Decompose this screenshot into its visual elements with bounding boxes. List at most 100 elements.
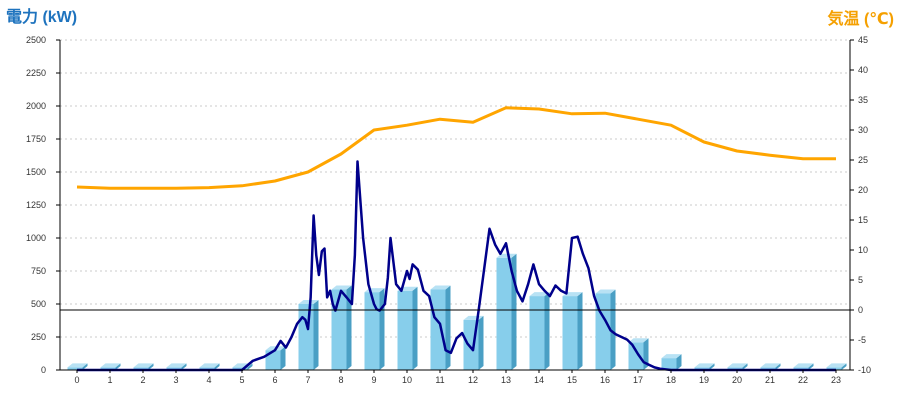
power-bar-side xyxy=(478,315,484,370)
power-bar-top xyxy=(793,363,814,368)
power-bar-side xyxy=(346,285,352,370)
x-tick-label: 21 xyxy=(765,375,775,385)
power-bar xyxy=(826,363,847,370)
x-tick-label: 23 xyxy=(831,375,841,385)
power-bar-top xyxy=(166,363,187,368)
power-bar xyxy=(628,338,649,370)
power-bar-top xyxy=(67,363,88,368)
power-bar-side xyxy=(808,363,814,370)
left-tick-label: 2000 xyxy=(26,101,46,111)
power-bar xyxy=(694,363,715,370)
power-bar-front xyxy=(727,367,743,370)
x-tick-label: 9 xyxy=(371,375,376,385)
power-bar-front xyxy=(199,367,215,370)
power-bar-top xyxy=(727,363,748,368)
power-bar-front xyxy=(628,342,644,370)
power-bar xyxy=(364,288,385,370)
power-layer xyxy=(77,160,836,372)
right-tick-label: 40 xyxy=(858,65,868,75)
right-tick-label: 30 xyxy=(858,125,868,135)
labels-layer: 02505007501000125015001750200022502500-1… xyxy=(26,35,871,385)
x-tick-label: 14 xyxy=(534,375,544,385)
power-bar xyxy=(265,346,286,370)
power-bar-side xyxy=(742,363,748,370)
power-bar-front xyxy=(694,367,710,370)
power-bar-front xyxy=(364,292,380,370)
left-tick-label: 2500 xyxy=(26,35,46,45)
x-tick-label: 8 xyxy=(338,375,343,385)
power-bar-front xyxy=(232,367,248,370)
power-bar-side xyxy=(577,292,583,370)
axes-layer xyxy=(56,39,854,373)
power-bar-side xyxy=(115,363,121,370)
power-bar xyxy=(661,354,682,370)
power-bar xyxy=(397,286,418,370)
power-bar-top xyxy=(298,300,319,304)
power-bar-side xyxy=(379,288,385,370)
right-tick-label: -5 xyxy=(858,335,866,345)
x-tick-label: 2 xyxy=(140,375,145,385)
x-tick-label: 13 xyxy=(501,375,511,385)
right-tick-label: 15 xyxy=(858,215,868,225)
x-tick-label: 19 xyxy=(699,375,709,385)
power-bar-front xyxy=(397,290,413,370)
power-bar-side xyxy=(313,300,319,370)
left-tick-label: 1250 xyxy=(26,200,46,210)
x-tick-label: 5 xyxy=(239,375,244,385)
power-bar xyxy=(199,363,220,370)
power-bar-front xyxy=(133,367,149,370)
x-tick-label: 12 xyxy=(468,375,478,385)
power-bar xyxy=(760,363,781,370)
x-tick-label: 11 xyxy=(435,375,444,385)
left-tick-label: 2250 xyxy=(26,68,46,78)
right-tick-label: 35 xyxy=(858,95,868,105)
power-bar-front xyxy=(496,257,512,370)
power-bar-side xyxy=(214,363,220,370)
x-tick-label: 17 xyxy=(633,375,643,385)
x-tick-label: 16 xyxy=(600,375,610,385)
power-bar-side xyxy=(445,285,451,370)
power-bar xyxy=(529,292,550,370)
left-tick-label: 1750 xyxy=(26,134,46,144)
power-bar-top xyxy=(430,285,451,290)
x-tick-label: 7 xyxy=(305,375,310,385)
x-tick-label: 1 xyxy=(107,375,112,385)
power-bar-front xyxy=(661,358,677,370)
right-axis-title: 気温 (℃) xyxy=(828,9,894,28)
power-bar-side xyxy=(247,363,253,370)
power-bar-top xyxy=(529,292,550,297)
power-bar-front xyxy=(529,296,545,370)
right-tick-label: 20 xyxy=(858,185,868,195)
power-bar-top xyxy=(133,363,154,368)
x-tick-label: 3 xyxy=(173,375,178,385)
left-tick-label: 750 xyxy=(31,266,46,276)
x-tick-label: 10 xyxy=(402,375,412,385)
grid-layer xyxy=(60,39,850,338)
power-bar xyxy=(67,363,88,370)
power-bar xyxy=(562,292,583,370)
power-bar-front xyxy=(298,304,314,370)
x-tick-label: 0 xyxy=(74,375,79,385)
power-bar-top xyxy=(760,363,781,368)
right-tick-label: -10 xyxy=(858,365,871,375)
power-bar-front xyxy=(760,367,776,370)
power-bar-side xyxy=(544,292,550,370)
power-bar xyxy=(496,253,517,370)
power-bar-side xyxy=(841,363,847,370)
power-bar-top xyxy=(331,285,352,290)
power-bar xyxy=(727,363,748,370)
power-bar-front xyxy=(793,367,809,370)
power-bar-side xyxy=(709,363,715,370)
left-tick-label: 0 xyxy=(41,365,46,375)
power-bar-side xyxy=(280,346,286,370)
x-tick-label: 6 xyxy=(272,375,277,385)
power-bar-side xyxy=(82,363,88,370)
right-tick-label: 0 xyxy=(858,305,863,315)
power-bar-side xyxy=(148,363,154,370)
left-tick-label: 1000 xyxy=(26,233,46,243)
right-tick-label: 5 xyxy=(858,275,863,285)
power-bar-top xyxy=(496,253,517,258)
power-bar xyxy=(793,363,814,370)
